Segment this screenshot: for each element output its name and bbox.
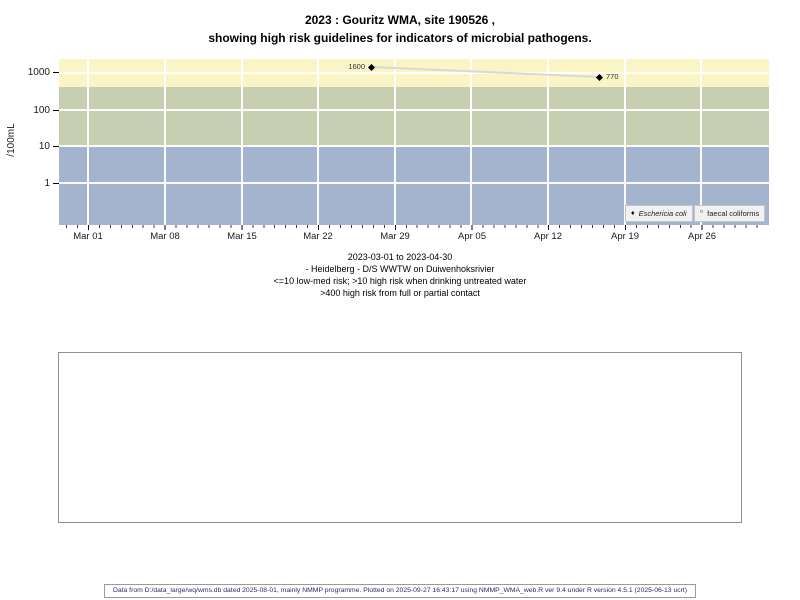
legend-label-faecal-coliforms: faecal coliforms — [707, 209, 760, 218]
gridline-v — [317, 59, 319, 225]
empty-panel — [58, 352, 742, 523]
y-tick — [53, 110, 59, 111]
x-tick-label: Mar 15 — [227, 231, 257, 242]
gridline-h-1000 — [59, 72, 769, 74]
data-point-label: 770 — [606, 72, 619, 81]
gridline-v — [624, 59, 626, 225]
subtitle-guideline-drinking: <=10 low-med risk; >10 high risk when dr… — [273, 276, 527, 286]
gridline-v — [394, 59, 396, 225]
y-tick — [53, 146, 59, 147]
y-tick-label: 1 — [44, 178, 50, 189]
gridline-h-100 — [59, 109, 769, 111]
legend-label-ecoli: Eschericia coli — [638, 209, 687, 218]
gridline-v — [241, 59, 243, 225]
x-tick-label: Apr 12 — [534, 231, 562, 242]
gridline-v — [470, 59, 472, 225]
x-tick-label: Mar 29 — [380, 231, 410, 242]
x-axis-major-ticks — [87, 225, 704, 230]
y-tick — [53, 72, 59, 73]
gridline-v — [164, 59, 166, 225]
chart-subtitle: 2023-03-01 to 2023-04-30 - Heidelberg - … — [0, 251, 800, 299]
subtitle-site-description: - Heidelberg - D/S WWTW on Duiwenhoksriv… — [305, 264, 495, 274]
y-tick-label: 100 — [33, 105, 50, 116]
chart-legend: ♦ Eschericia coli ○ faecal coliforms — [625, 205, 766, 222]
chart-title-line2: showing high risk guidelines for indicat… — [208, 31, 592, 45]
chart-title-line1: 2023 : Gouritz WMA, site 190526 , — [304, 13, 496, 27]
legend-item-ecoli: ♦ Eschericia coli — [625, 205, 693, 222]
y-tick-label: 1000 — [27, 67, 50, 78]
chart-title: 2023 : Gouritz WMA, site 190526 , showin… — [0, 11, 800, 47]
x-tick-label: Apr 19 — [611, 231, 639, 242]
x-tick-label: Apr 26 — [688, 231, 716, 242]
y-axis-title: /100mL — [6, 123, 17, 157]
x-tick-label: Mar 22 — [303, 231, 333, 242]
footer-provenance-text: Data from D:/data_large/wq/wms.db dated … — [103, 583, 697, 598]
plot-area: 1600 770 ♦ Eschericia coli ○ faecal coli… — [59, 59, 769, 225]
y-tick — [53, 183, 59, 184]
x-tick-label: Apr 05 — [458, 231, 486, 242]
subtitle-guideline-contact: >400 high risk from full or partial cont… — [320, 288, 480, 298]
x-tick-label: Mar 01 — [73, 231, 103, 242]
footer: Data from D:/data_large/wq/wms.db dated … — [0, 579, 800, 598]
x-tick-label: Mar 08 — [150, 231, 180, 242]
gridline-v — [87, 59, 89, 225]
subtitle-date-range: 2023-03-01 to 2023-04-30 — [347, 252, 453, 262]
filled-diamond-icon: ♦ — [631, 210, 635, 217]
gridline-h-10 — [59, 145, 769, 147]
gridline-h-1 — [59, 182, 769, 184]
gridline-v — [547, 59, 549, 225]
open-circle-icon: ○ — [699, 208, 704, 215]
gridline-v — [700, 59, 702, 225]
y-tick-label: 10 — [38, 141, 50, 152]
legend-item-faecal-coliforms: ○ faecal coliforms — [693, 205, 766, 222]
data-point-label: 1600 — [348, 62, 365, 71]
risk-band-medium — [59, 87, 769, 146]
